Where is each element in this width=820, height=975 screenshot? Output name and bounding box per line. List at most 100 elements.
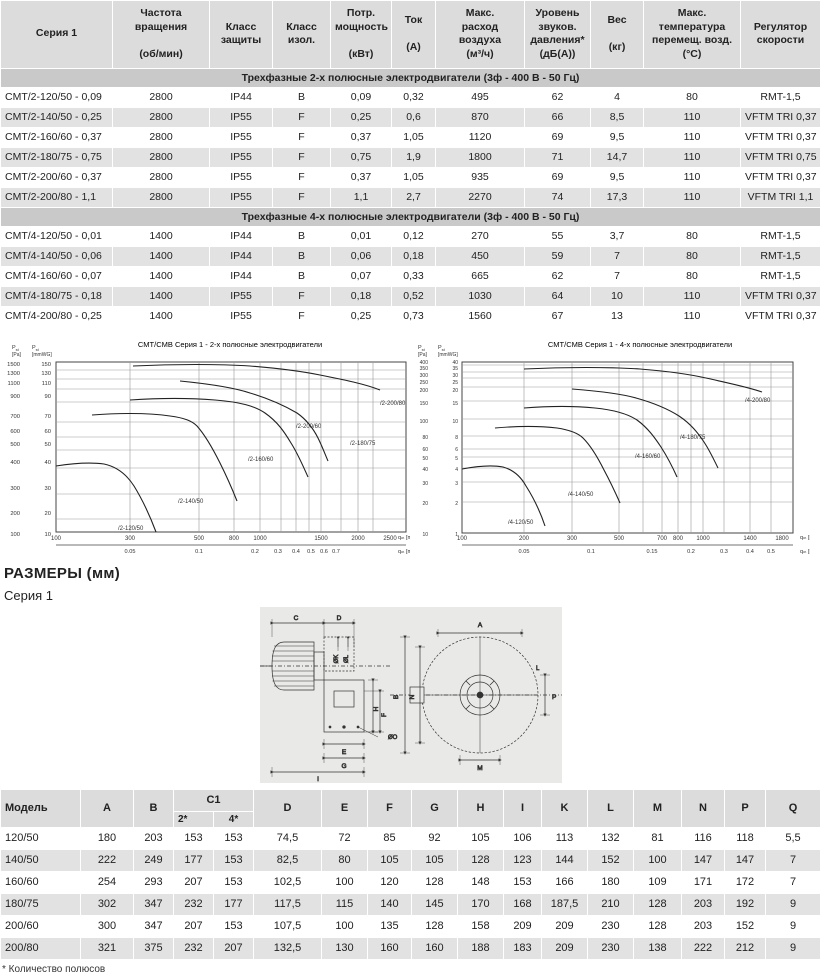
svg-text:qₘ [m³/s]: qₘ [m³/s] <box>800 549 810 555</box>
svg-text:300: 300 <box>125 536 136 542</box>
svg-text:300: 300 <box>420 373 429 379</box>
svg-text:I: I <box>317 776 319 783</box>
svg-text:500: 500 <box>194 536 205 542</box>
svg-text:40: 40 <box>45 460 51 466</box>
svg-text:0.1: 0.1 <box>587 549 595 555</box>
svg-text:0.7: 0.7 <box>332 549 340 555</box>
svg-text:N: N <box>409 694 416 699</box>
svg-text:P: P <box>552 694 556 701</box>
svg-text:350: 350 <box>420 366 429 372</box>
svg-text:25: 25 <box>452 380 458 386</box>
svg-text:20: 20 <box>422 501 428 507</box>
svg-text:G: G <box>341 763 346 770</box>
svg-text:900: 900 <box>10 394 20 400</box>
svg-text:[mmWG]: [mmWG] <box>438 352 458 358</box>
svg-text:200: 200 <box>10 511 20 517</box>
svg-text:E: E <box>342 749 347 756</box>
svg-text:ØO: ØO <box>388 735 398 741</box>
svg-text:500: 500 <box>10 442 20 448</box>
svg-text:200: 200 <box>420 388 429 394</box>
svg-text:50: 50 <box>45 442 51 448</box>
svg-text:[Pa]: [Pa] <box>12 352 22 358</box>
svg-text:/2-140/50: /2-140/50 <box>178 499 204 505</box>
svg-text:0.4: 0.4 <box>746 549 754 555</box>
svg-text:1400: 1400 <box>743 536 757 542</box>
svg-text:0.6: 0.6 <box>320 549 328 555</box>
svg-text:B: B <box>393 694 400 698</box>
svg-text:2000: 2000 <box>351 536 365 542</box>
svg-text:300: 300 <box>567 536 578 542</box>
svg-text:/4-120/50: /4-120/50 <box>508 520 534 526</box>
svg-text:2500: 2500 <box>383 536 397 542</box>
svg-text:30: 30 <box>452 373 458 379</box>
svg-text:3: 3 <box>455 481 458 487</box>
svg-text:20: 20 <box>45 511 51 517</box>
svg-text:F: F <box>381 713 388 717</box>
svg-text:1500: 1500 <box>314 536 328 542</box>
svg-text:0.2: 0.2 <box>687 549 695 555</box>
svg-text:110: 110 <box>42 381 51 387</box>
svg-text:1000: 1000 <box>696 536 710 542</box>
svg-text:Pst: Pst <box>418 345 426 352</box>
svg-text:100: 100 <box>457 536 468 542</box>
svg-text:Pst: Pst <box>32 345 40 352</box>
svg-text:1100: 1100 <box>8 381 20 387</box>
svg-text:CMT/CMB Серия 1 - 2-х полюсны: CMT/CMB Серия 1 - 2-х полюсные электродв… <box>138 340 322 349</box>
svg-text:100: 100 <box>10 532 20 538</box>
svg-text:M: M <box>477 765 482 772</box>
svg-text:ØK: ØK <box>334 654 340 663</box>
svg-text:0.3: 0.3 <box>720 549 728 555</box>
svg-text:1800: 1800 <box>775 536 789 542</box>
svg-text:/4-140/50: /4-140/50 <box>568 492 594 498</box>
svg-text:60: 60 <box>422 447 428 453</box>
svg-text:150: 150 <box>420 401 429 407</box>
svg-text:A: A <box>478 622 483 629</box>
svg-text:700: 700 <box>657 536 668 542</box>
svg-text:50: 50 <box>422 456 428 462</box>
svg-text:0.5: 0.5 <box>767 549 775 555</box>
svg-text:15: 15 <box>452 401 458 407</box>
svg-text:C: C <box>294 615 299 622</box>
svg-text:100: 100 <box>51 536 62 542</box>
svg-text:H: H <box>373 706 380 711</box>
svg-text:6: 6 <box>455 447 458 453</box>
svg-text:CMT/CMB Серия 1 - 4-х полюсны: CMT/CMB Серия 1 - 4-х полюсные электродв… <box>548 340 732 349</box>
svg-text:60: 60 <box>45 429 51 435</box>
svg-text:500: 500 <box>614 536 625 542</box>
svg-text:0.1: 0.1 <box>195 549 203 555</box>
svg-text:[Pa]: [Pa] <box>418 352 428 358</box>
svg-text:/4-180/75: /4-180/75 <box>680 435 706 441</box>
svg-text:Pst: Pst <box>438 345 446 352</box>
svg-text:qₘ [m³/h]: qₘ [m³/h] <box>800 535 810 541</box>
svg-text:90: 90 <box>45 394 51 400</box>
svg-text:10: 10 <box>422 532 428 538</box>
svg-text:600: 600 <box>10 429 20 435</box>
svg-text:1000: 1000 <box>253 536 267 542</box>
svg-text:0.15: 0.15 <box>647 549 658 555</box>
svg-text:2: 2 <box>455 501 458 507</box>
svg-text:/2-120/50: /2-120/50 <box>118 526 144 532</box>
svg-text:[mmWG]: [mmWG] <box>32 352 52 358</box>
svg-text:ØL: ØL <box>344 654 350 663</box>
svg-text:0.3: 0.3 <box>274 549 282 555</box>
svg-text:20: 20 <box>452 388 458 394</box>
svg-text:10: 10 <box>452 419 458 425</box>
svg-text:800: 800 <box>229 536 240 542</box>
svg-text:/2-180/75: /2-180/75 <box>350 441 376 447</box>
svg-text:800: 800 <box>673 536 684 542</box>
svg-text:0.5: 0.5 <box>307 549 315 555</box>
svg-text:5: 5 <box>455 456 458 462</box>
svg-text:1300: 1300 <box>7 371 20 377</box>
svg-text:300: 300 <box>10 486 20 492</box>
svg-text:1500: 1500 <box>7 362 20 368</box>
svg-text:/4-160/60: /4-160/60 <box>635 454 661 460</box>
svg-text:700: 700 <box>10 414 20 420</box>
svg-text:70: 70 <box>45 414 51 420</box>
svg-text:130: 130 <box>41 371 51 377</box>
svg-text:/2-200/60: /2-200/60 <box>296 424 322 430</box>
svg-text:150: 150 <box>41 362 51 368</box>
svg-text:35: 35 <box>452 366 458 372</box>
svg-text:L: L <box>536 666 540 672</box>
svg-text:200: 200 <box>519 536 530 542</box>
svg-text:100: 100 <box>420 419 429 425</box>
